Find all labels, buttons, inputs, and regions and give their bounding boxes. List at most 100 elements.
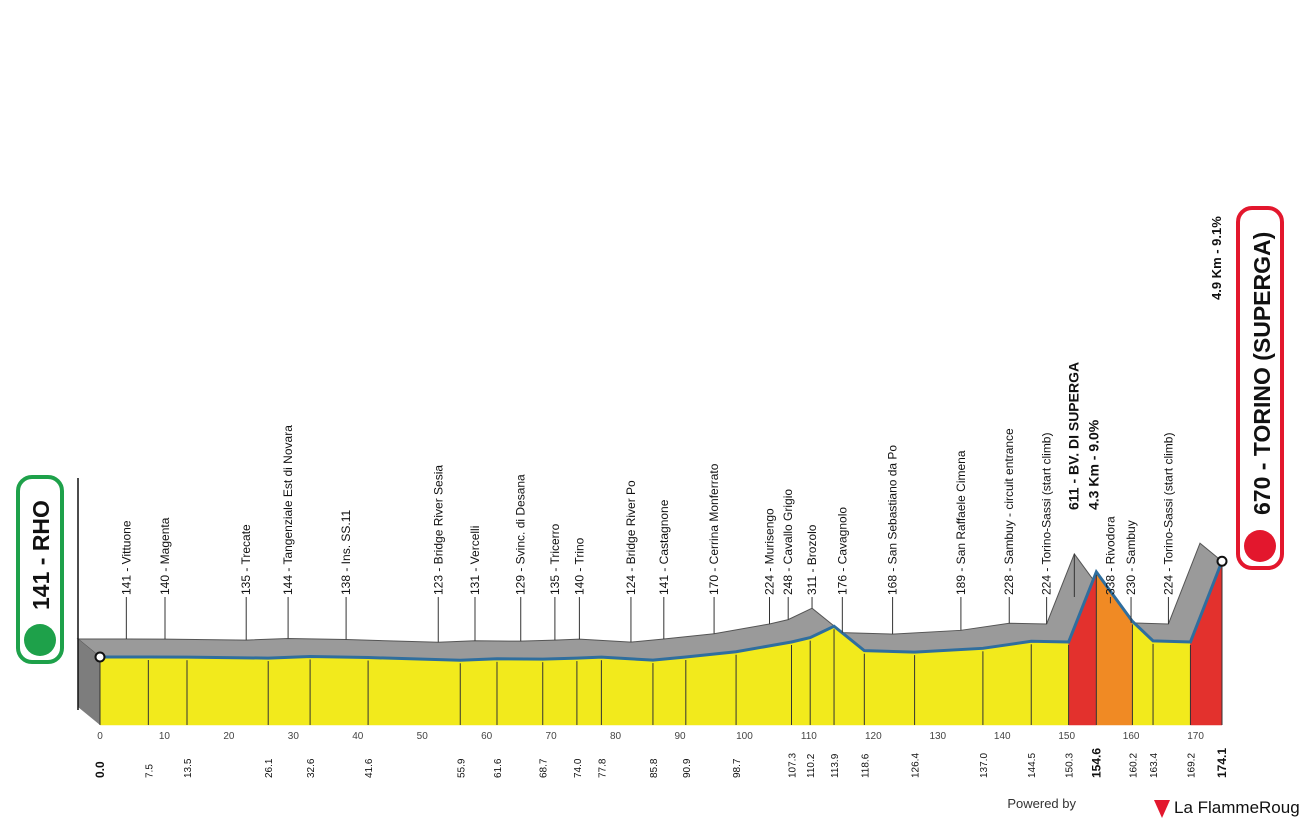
- km-label: 68.7: [539, 758, 550, 778]
- profile-segment: [735, 641, 792, 726]
- waypoint-label: 124 - Bridge River Po: [624, 480, 638, 595]
- waypoint-label: 224 - Murisengo: [763, 508, 777, 595]
- waypoint-label: 144 - Tangenziale Est di Novara: [281, 425, 295, 595]
- waypoint-label: 141 - Vittuone: [119, 520, 133, 595]
- waypoint-label: 248 - Cavallo Grigio: [781, 489, 795, 595]
- km-label: 32.6: [306, 758, 317, 778]
- x-tick-label: 70: [546, 731, 558, 742]
- x-tick-label: 120: [865, 731, 882, 742]
- profile-line: [100, 560, 1224, 662]
- km-label: 0.0: [93, 761, 107, 778]
- profile-segment: [652, 656, 687, 726]
- endpoint-dot: [1216, 555, 1228, 567]
- profile-segment: [267, 656, 311, 726]
- profile-segment: [601, 656, 654, 726]
- x-tick-label: 170: [1187, 731, 1204, 742]
- waypoint-label: 338 - Rivodora: [1103, 516, 1117, 595]
- profile-segment: [542, 657, 578, 726]
- waypoint-label: 189 - San Raffaele Cimena: [954, 450, 968, 595]
- km-label: 144.5: [1027, 753, 1038, 778]
- km-label: 169.2: [1186, 753, 1197, 778]
- profile-segment: [1030, 640, 1069, 726]
- km-label: 118.6: [860, 753, 871, 778]
- waypoint-label: 228 - Sambuy - circuit entrance: [1002, 428, 1016, 595]
- waypoint-label: 224 - Torino-Sassi (start climb): [1040, 433, 1054, 596]
- profile-segment: [576, 656, 602, 726]
- km-label: 174.1: [1215, 748, 1229, 778]
- finish-label: 670 - TORINO (SUPERGA): [1249, 232, 1275, 515]
- x-tick-label: 30: [288, 731, 300, 742]
- profile-segment: [99, 656, 149, 726]
- km-label: 154.6: [1089, 748, 1103, 778]
- x-tick-label: 110: [801, 731, 817, 742]
- x-tick-label: 40: [352, 731, 364, 742]
- waypoint-label: 135 - Trecate: [239, 524, 253, 595]
- waypoint-label: 129 - Svinc. di Desana: [514, 474, 528, 595]
- x-tick-label: 80: [610, 731, 622, 742]
- finish-badge: [1236, 206, 1284, 570]
- km-label: 113.9: [830, 753, 841, 778]
- waypoint-label: 140 - Trino: [572, 537, 586, 595]
- km-label: 26.1: [264, 758, 275, 778]
- brand: La FlammeRouge: [1174, 798, 1300, 817]
- km-label: 55.9: [456, 758, 467, 778]
- waypoint-label: 135 - Tricerro: [548, 523, 562, 595]
- profile-segment: [791, 637, 811, 726]
- profile-segment: [685, 651, 737, 726]
- waypoint-label: 140 - Magenta: [158, 517, 172, 595]
- km-label: 126.4: [911, 753, 922, 778]
- km-label: 77.8: [597, 758, 608, 778]
- start-icon: [24, 624, 56, 656]
- x-tick-label: 130: [929, 731, 946, 742]
- profile-segment: [864, 650, 915, 726]
- climb-info: 4.9 Km - 9.1%: [1209, 216, 1224, 300]
- climb-info: 4.3 Km - 9.0%: [1085, 419, 1101, 510]
- km-label: 160.2: [1128, 753, 1139, 778]
- km-label: 61.6: [493, 758, 504, 778]
- waypoint-label: 131 - Vercelli: [468, 526, 482, 595]
- x-tick-label: 0: [97, 731, 103, 742]
- profile-segment: [309, 656, 369, 726]
- profile-segment: [1152, 640, 1191, 726]
- profile-segment: [496, 658, 543, 726]
- km-label: 85.8: [649, 758, 660, 778]
- profile-side: [78, 639, 100, 725]
- summit-label: 611 - BV. DI SUPERGA: [1065, 362, 1081, 510]
- km-label: 110.2: [806, 753, 817, 778]
- km-label: 74.0: [573, 758, 584, 778]
- x-tick-label: 50: [417, 731, 429, 742]
- profile-segment: [367, 657, 461, 726]
- km-label: 41.6: [364, 758, 375, 778]
- x-tick-label: 60: [481, 731, 493, 742]
- start-badge: [16, 475, 64, 664]
- x-tick-label: 150: [1058, 731, 1075, 742]
- profile-segment: [460, 658, 498, 726]
- waypoint-label: 138 - Ins. SS.11: [339, 510, 353, 595]
- profile-segment: [148, 656, 188, 726]
- endpoint-dot: [94, 651, 106, 663]
- profile-segment: [914, 648, 984, 726]
- km-label: 98.7: [732, 758, 743, 778]
- waypoint-label: 230 - Sambuy: [1124, 520, 1138, 595]
- x-tick-label: 10: [159, 731, 171, 742]
- profile-segment: [186, 656, 269, 726]
- km-label: 107.3: [788, 753, 799, 778]
- x-tick-label: 140: [994, 731, 1011, 742]
- waypoint-label: 176 - Cavagnolo: [835, 507, 849, 595]
- waypoint-label: 311 - Brozolo: [805, 524, 819, 595]
- x-tick-label: 160: [1123, 731, 1140, 742]
- powered-by: Powered by: [1007, 796, 1076, 811]
- km-label: 137.0: [979, 753, 990, 778]
- waypoint-label: 224 - Torino-Sassi (start climb): [1161, 433, 1175, 596]
- profile-segment: [982, 640, 1032, 726]
- start-label: 141 - RHO: [28, 500, 54, 610]
- waypoint-label: 168 - San Sebastiano da Po: [886, 445, 900, 595]
- km-label: 150.3: [1065, 753, 1076, 778]
- km-label: 163.4: [1149, 753, 1160, 778]
- finish-icon: [1244, 530, 1276, 562]
- km-label: 90.9: [682, 758, 693, 778]
- km-label: 7.5: [144, 764, 155, 778]
- waypoint-label: 123 - Bridge River Sesia: [431, 465, 445, 595]
- x-tick-label: 100: [736, 731, 753, 742]
